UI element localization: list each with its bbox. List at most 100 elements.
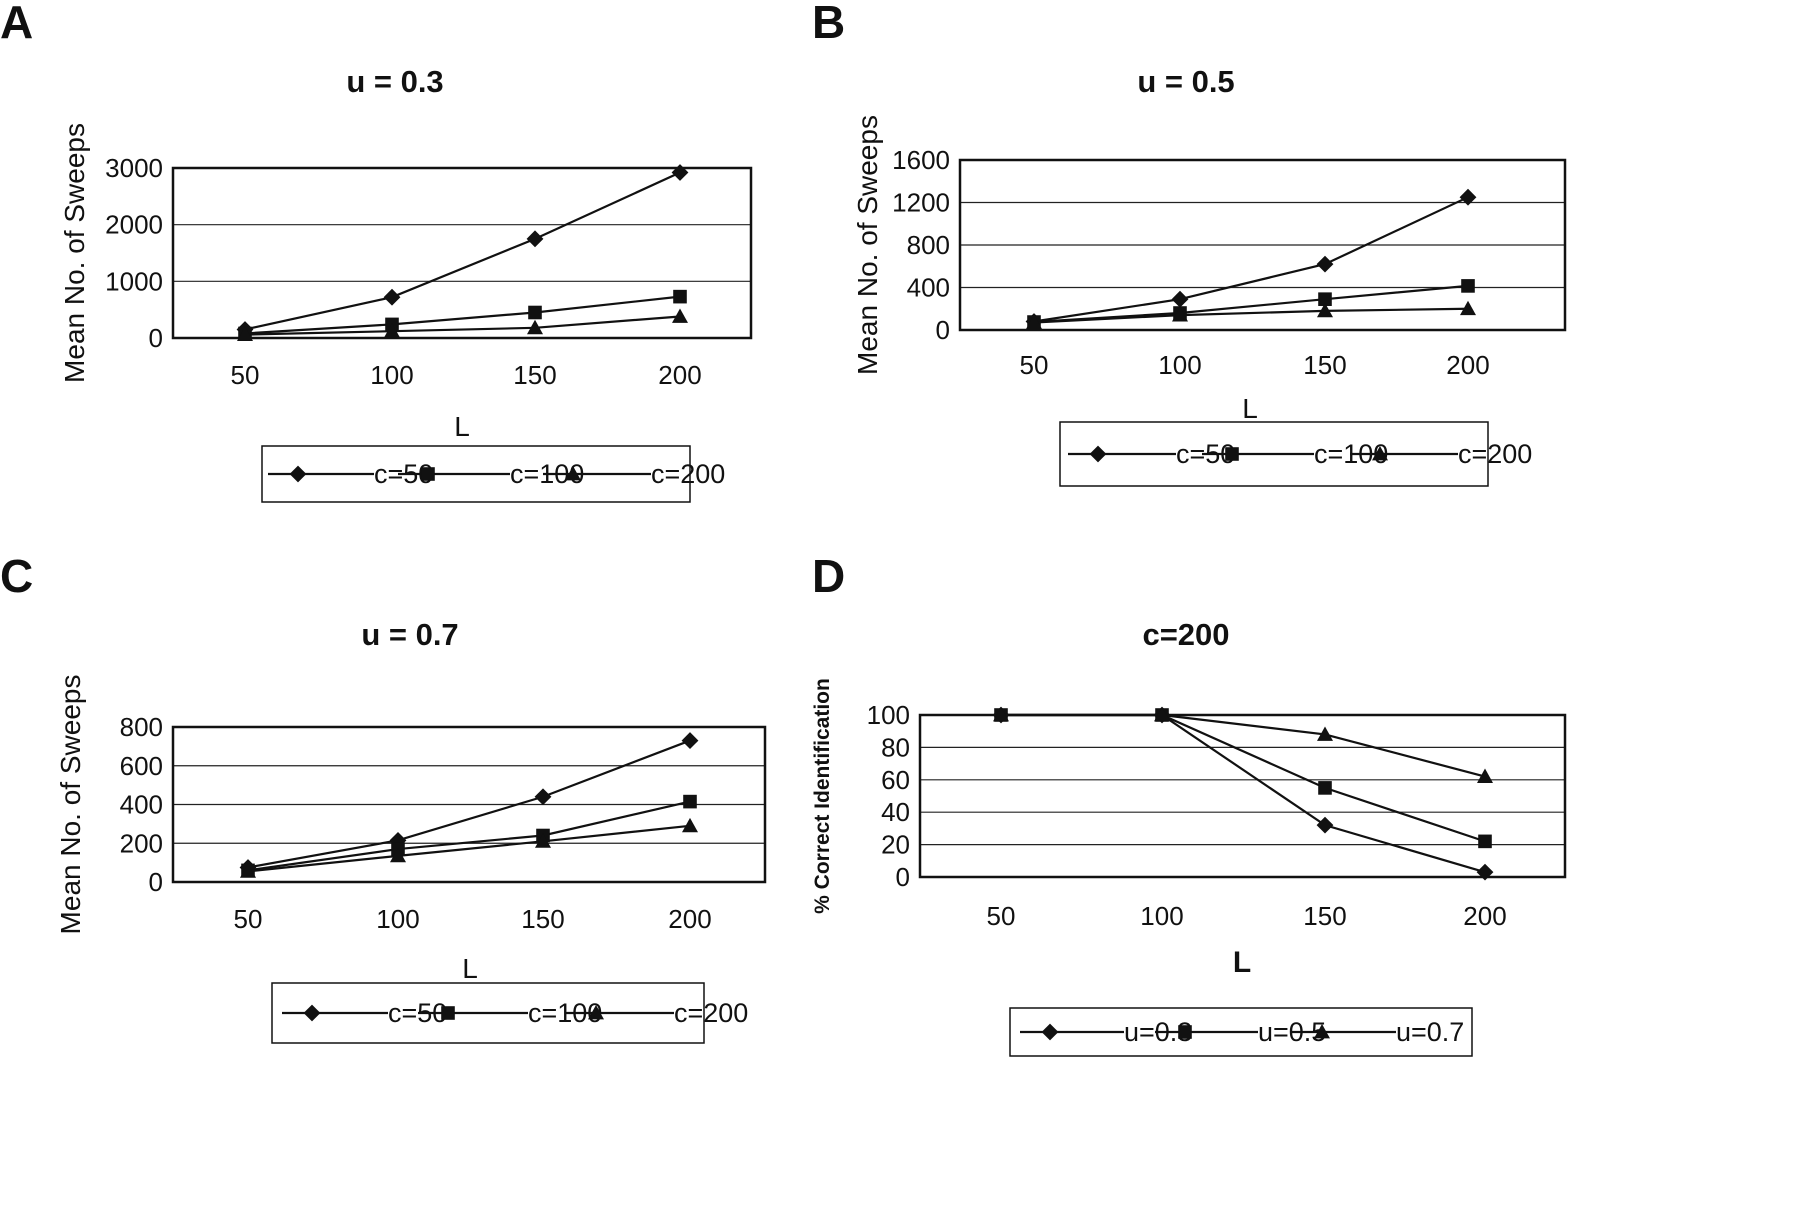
series-line [1001, 713, 1486, 843]
data-point [683, 794, 697, 809]
x-tick-label: 100 [370, 360, 413, 390]
legend-label: c=200 [651, 459, 725, 489]
x-tick-label: 150 [513, 360, 556, 390]
series-line [244, 171, 681, 331]
y-tick-label: 80 [881, 732, 910, 762]
x-tick-label: 200 [1446, 350, 1489, 380]
series-line [1001, 713, 1486, 778]
data-point [528, 305, 542, 320]
y-tick-label: 0 [149, 867, 163, 897]
data-point [1026, 314, 1042, 329]
data-point [673, 289, 687, 304]
x-axis-label: L [1242, 393, 1258, 424]
legend-marker [1372, 446, 1388, 461]
y-tick-label: 200 [120, 828, 163, 858]
data-point [1316, 255, 1334, 273]
data-point [383, 288, 401, 306]
data-point [681, 732, 699, 749]
y-tick-label: 800 [907, 230, 950, 260]
data-point [527, 319, 543, 335]
y-tick-label: 0 [936, 315, 950, 345]
x-tick-label: 50 [234, 904, 263, 934]
y-tick-label: 2000 [105, 210, 163, 240]
legend-marker [1089, 445, 1107, 463]
x-tick-label: 50 [987, 901, 1016, 931]
data-point [389, 831, 407, 849]
chart-title: c=200 [1142, 617, 1229, 652]
chart-title: u = 0.3 [346, 64, 443, 99]
data-point [1317, 726, 1333, 741]
data-point [993, 707, 1009, 722]
data-point [237, 326, 253, 341]
series-line [1033, 284, 1469, 324]
y-tick-label: 1000 [105, 266, 163, 296]
data-point [671, 164, 689, 181]
y-tick-label: 400 [907, 273, 950, 303]
legend-marker [565, 466, 581, 481]
legend-marker [421, 467, 435, 481]
x-tick-label: 150 [521, 904, 564, 934]
series-line [247, 824, 691, 873]
data-point [526, 230, 544, 248]
data-point [1171, 290, 1189, 308]
data-point [534, 788, 552, 806]
legend-label: c=200 [1458, 439, 1532, 469]
panel-a: Au = 0.3 0 1000 2000 3000 50 100 150 200 L Mean No… [0, 0, 753, 503]
y-tick-label: 20 [881, 830, 910, 860]
x-tick-label: 150 [1303, 350, 1346, 380]
data-point [240, 863, 256, 878]
x-tick-label: 200 [658, 360, 701, 390]
plot-frame [171, 725, 767, 884]
series-line [1033, 307, 1469, 324]
plot-frame [958, 158, 1567, 332]
chart-title: u = 0.7 [361, 617, 458, 652]
data-point [1316, 816, 1334, 834]
y-tick-label: 400 [120, 790, 163, 820]
y-tick-label: 40 [881, 797, 910, 827]
data-point [1172, 307, 1188, 322]
data-point [672, 308, 688, 323]
chart-title: u = 0.5 [1137, 64, 1234, 99]
data-point [1318, 781, 1332, 795]
series-line [244, 295, 681, 335]
plot-frame [918, 713, 1567, 879]
x-tick-label: 200 [1463, 901, 1506, 931]
x-tick-label: 100 [1158, 350, 1201, 380]
data-point [1154, 707, 1170, 722]
legend-marker [1225, 447, 1239, 461]
x-tick-label: 200 [668, 904, 711, 934]
y-axis-label: Mean No. of Sweeps [55, 675, 86, 935]
y-axis-label: Mean No. of Sweeps [59, 123, 90, 383]
panel-letter: C [0, 550, 33, 602]
series-line [1001, 713, 1486, 874]
data-point [682, 817, 698, 833]
data-point [1461, 279, 1475, 293]
x-axis-label: L [1233, 946, 1251, 979]
legend-marker [588, 1005, 604, 1020]
series-line [244, 315, 681, 336]
y-tick-label: 600 [120, 751, 163, 781]
legend-marker [1314, 1024, 1330, 1039]
legend-marker [1178, 1025, 1192, 1039]
y-axis-label: % Correct Identification [811, 678, 834, 914]
panel-b: Bu = 0.5 0 400 800 1200 1600 50 100 150 200 L Mean … [812, 0, 1567, 487]
x-tick-label: 50 [1020, 350, 1049, 380]
legend-marker [1041, 1023, 1059, 1041]
y-axis-label: Mean No. of Sweeps [852, 115, 883, 375]
data-point [1318, 292, 1332, 306]
data-point [535, 833, 551, 848]
y-tick-label: 800 [120, 712, 163, 742]
data-point [1459, 188, 1477, 206]
y-tick-label: 1200 [892, 188, 950, 218]
data-point [1478, 834, 1492, 849]
series-line [247, 800, 691, 872]
panel-letter: B [812, 0, 845, 48]
series-line [247, 739, 691, 869]
x-tick-label: 50 [231, 360, 260, 390]
data-point [1477, 768, 1493, 783]
y-tick-label: 3000 [105, 153, 163, 183]
x-tick-label: 100 [1140, 901, 1183, 931]
legend-label: c=200 [674, 998, 748, 1028]
